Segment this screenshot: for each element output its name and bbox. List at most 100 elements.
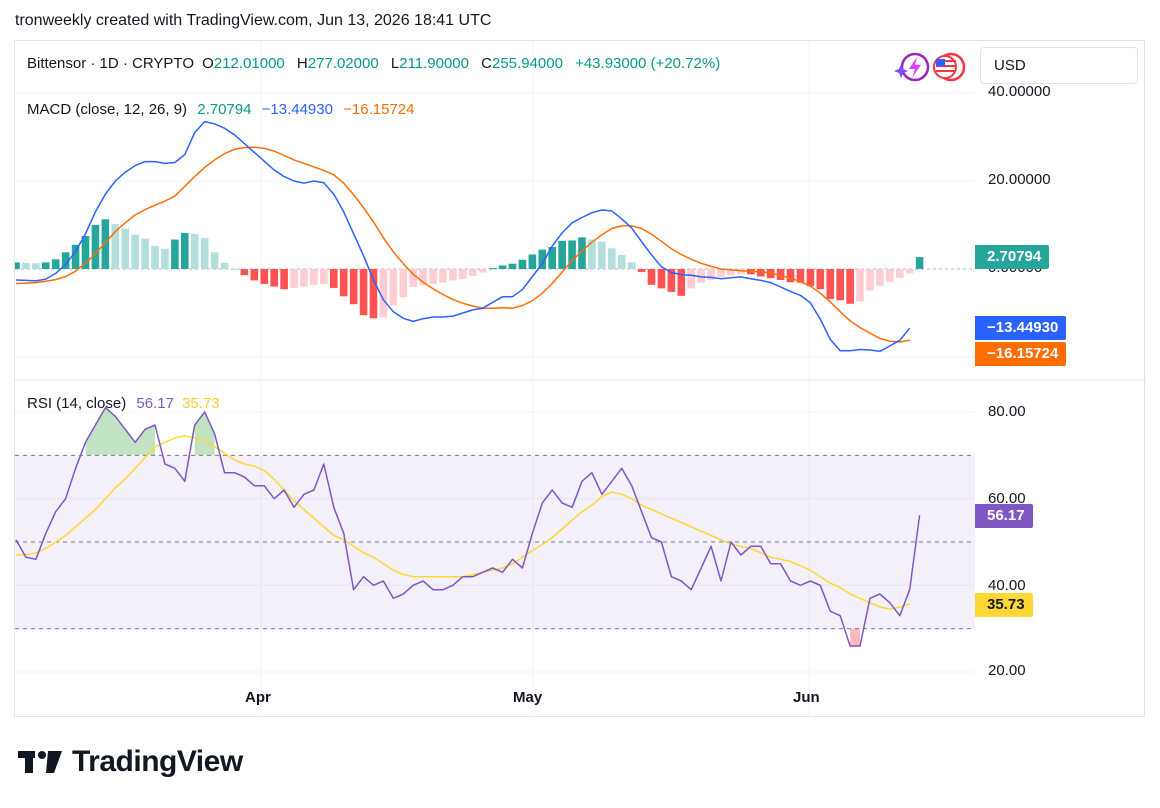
macd-histogram-bar — [151, 246, 159, 269]
macd-histogram-bar — [558, 240, 566, 269]
macd-histogram-bar — [121, 228, 130, 269]
macd-histogram-bar — [369, 269, 378, 319]
change-value: +43.93000 (+20.72%) — [575, 55, 721, 72]
open-label: O — [202, 55, 214, 72]
macd-histogram-bar — [905, 269, 914, 274]
time-label-may: May — [513, 689, 543, 706]
macd-signal-value: −16.15724 — [343, 101, 415, 118]
macd-histogram-bar — [846, 269, 854, 304]
macd-tick-40: 40.00000 — [988, 83, 1051, 100]
chart-canvas[interactable] — [15, 41, 1146, 718]
currency-selector[interactable]: USD — [980, 47, 1138, 84]
rsi-ma-value: 35.73 — [182, 395, 220, 412]
symbol-name[interactable]: Bittensor · 1D · CRYPTO — [27, 55, 194, 72]
macd-histogram-bar — [886, 269, 894, 282]
high-label: H — [296, 55, 308, 72]
macd-histogram-bar — [677, 269, 686, 296]
macd-histogram-bar — [548, 247, 557, 269]
macd-histogram-bar — [568, 240, 576, 269]
close-value: 255.94000 — [492, 55, 563, 72]
macd-histogram-bar — [915, 257, 924, 269]
macd-histogram-bar — [816, 269, 825, 290]
macd-histogram-bar — [578, 237, 586, 269]
macd-histogram-bar — [240, 269, 249, 276]
tradingview-logo[interactable]: TradingView — [18, 745, 243, 779]
rsi-overbought-fill — [85, 407, 155, 456]
macd-histogram-bar — [627, 262, 636, 269]
macd-histogram-bar — [687, 269, 696, 289]
macd-histogram-bar — [81, 236, 90, 269]
time-label-apr: Apr — [245, 689, 271, 706]
macd-histogram-bar — [51, 259, 60, 269]
macd-histogram-bar — [22, 262, 30, 269]
macd-histogram-bar — [230, 269, 239, 270]
rsi-line — [15, 406, 921, 647]
tradingview-logo-text: TradingView — [72, 745, 243, 778]
symbol-legend[interactable]: Bittensor · 1D · CRYPTO O212.01000 H277.… — [27, 55, 728, 72]
macd-histogram-bar — [508, 263, 517, 269]
macd-histogram-bar — [290, 269, 298, 288]
high-value: 277.02000 — [307, 55, 379, 72]
macd-histogram-bar — [141, 238, 149, 269]
us-flag-icon[interactable] — [933, 52, 966, 82]
macd-histogram-bar — [419, 269, 427, 286]
macd-histogram-bar — [379, 269, 388, 318]
macd-histogram-bar — [61, 252, 70, 269]
macd-histogram-bar — [260, 269, 269, 284]
open-value: 212.01000 — [213, 55, 285, 72]
macd-histogram-bar — [32, 263, 40, 269]
macd-histogram-bar — [667, 269, 676, 292]
macd-title: MACD (close, 12, 26, 9) — [27, 101, 188, 118]
hist-price-pill: 2.70794 — [975, 245, 1050, 269]
macd-histogram-bar — [131, 234, 139, 269]
macd-hist-value: 2.70794 — [197, 101, 252, 118]
chart-frame[interactable]: Bittensor · 1D · CRYPTO O212.01000 H277.… — [14, 40, 1146, 718]
macd-histogram-bar — [707, 269, 715, 280]
flash-icon[interactable] — [894, 52, 930, 82]
rsi-tick-60: 60.00 — [988, 490, 1026, 507]
macd-histogram-bar — [488, 268, 497, 270]
macd-histogram-bar — [200, 238, 209, 269]
macd-histogram-bar — [71, 244, 80, 269]
macd-histogram-bar — [538, 249, 547, 269]
macd-histogram-bar — [91, 225, 100, 269]
grid — [15, 41, 1146, 718]
macd-histogram-bar — [389, 269, 398, 306]
macd-histogram-bar — [528, 254, 537, 269]
macd-histogram-bar — [449, 269, 457, 281]
macd-histogram-bar — [617, 254, 626, 269]
macd-histogram-bar — [101, 219, 110, 269]
macd-histogram-bar — [657, 269, 666, 289]
macd-histogram-bar — [717, 269, 725, 277]
macd-histogram-bar — [737, 269, 745, 275]
rsi-tick-20: 20.00 — [988, 662, 1026, 679]
macd-histogram-bar — [339, 269, 348, 297]
macd-legend[interactable]: MACD (close, 12, 26, 9) 2.70794 −13.4493… — [27, 101, 414, 118]
macd-histogram-bar — [836, 269, 844, 301]
rsi-pane — [15, 406, 975, 647]
macd-histogram-bar — [478, 269, 487, 273]
macd-histogram-bar — [409, 269, 417, 288]
macd-histogram-bar — [41, 262, 50, 269]
macd-histogram-bar — [588, 239, 596, 269]
macd-histogram-bar — [15, 262, 20, 269]
macd-pane — [15, 120, 924, 353]
macd-price-pill: −13.44930 — [975, 316, 1067, 340]
macd-histogram-bar — [796, 269, 805, 283]
macd-histogram-bar — [876, 269, 884, 286]
macd-histogram-bar — [647, 269, 656, 285]
macd-histogram-bar — [468, 269, 477, 277]
macd-histogram-bar — [349, 269, 358, 305]
macd-histogram-bar — [826, 269, 835, 299]
macd-histogram-bar — [171, 239, 179, 269]
macd-histogram-bar — [697, 269, 705, 283]
time-label-jun: Jun — [793, 689, 820, 706]
low-label: L — [390, 55, 400, 72]
rsi-tick-80: 80.00 — [988, 403, 1026, 420]
rsi-legend[interactable]: RSI (14, close) 56.17 35.73 — [27, 395, 220, 412]
rsi-tick-40: 40.00 — [988, 577, 1026, 594]
macd-histogram-bar — [786, 269, 795, 283]
badge-icons[interactable] — [893, 51, 973, 83]
macd-histogram-bar — [608, 248, 616, 269]
rsi-oversold-fill — [850, 628, 860, 646]
